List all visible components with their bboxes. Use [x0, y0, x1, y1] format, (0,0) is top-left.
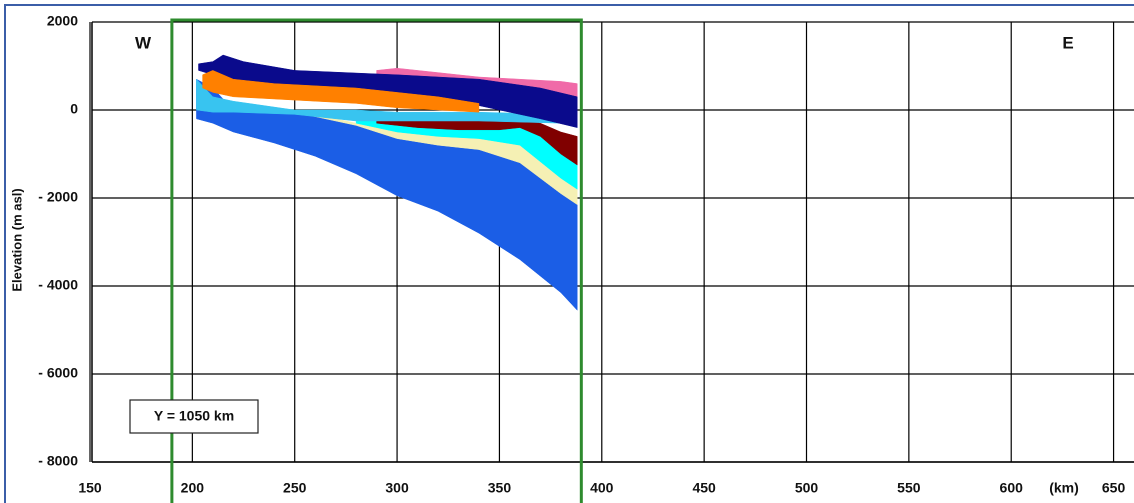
- y-tick-label: - 4000: [38, 277, 78, 293]
- x-tick-label: 250: [283, 480, 307, 496]
- x-tick-label: 200: [181, 480, 205, 496]
- west-label: W: [135, 33, 152, 52]
- y-tick-label: 0: [70, 101, 78, 117]
- y-tick-label: 2000: [47, 13, 78, 29]
- y-tick-label: - 8000: [38, 453, 78, 469]
- x-tick-label: 650: [1102, 480, 1126, 496]
- y-tick-label: - 2000: [38, 189, 78, 205]
- page: Elevation (m asl) (km) W E Y = 1050 km 2…: [0, 0, 1134, 503]
- x-tick-label: 150: [78, 480, 102, 496]
- y-tick-label: - 6000: [38, 365, 78, 381]
- x-tick-label: 450: [692, 480, 716, 496]
- x-tick-label: 550: [897, 480, 921, 496]
- layers: [196, 55, 577, 310]
- x-tick-label: 500: [795, 480, 819, 496]
- x-tick-label: 300: [385, 480, 409, 496]
- east-label: E: [1062, 33, 1073, 52]
- chart: Elevation (m asl) (km) W E Y = 1050 km 2…: [0, 0, 1134, 503]
- section-label: Y = 1050 km: [154, 408, 234, 424]
- x-unit-label: (km): [1049, 480, 1079, 496]
- x-tick-label: 350: [488, 480, 512, 496]
- x-tick-label: 600: [1000, 480, 1024, 496]
- x-tick-label: 400: [590, 480, 614, 496]
- y-axis-label: Elevation (m asl): [9, 188, 24, 291]
